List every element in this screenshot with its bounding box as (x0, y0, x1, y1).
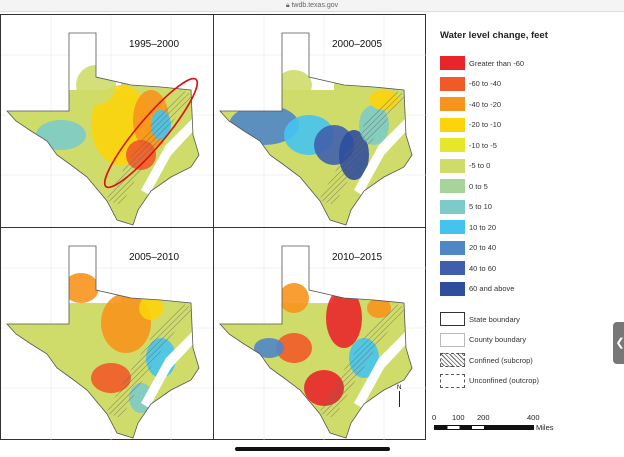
legend-symbol-item: State boundary (440, 309, 548, 330)
legend-item: 20 to 40 (440, 238, 548, 259)
legend-label: -10 to -5 (469, 140, 497, 150)
legend-item: Greater than -60 (440, 53, 548, 74)
legend-swatch (440, 138, 465, 153)
legend-symbol-item: Unconfined (outcrop) (440, 371, 548, 392)
legend-symbol (440, 332, 465, 347)
side-panel-toggle[interactable]: ❮ (613, 322, 624, 364)
map-panel-2005-2010: 2005–2010 (1, 228, 213, 440)
legend-title: Water level change, feet (440, 30, 548, 41)
confined-zone (319, 303, 406, 418)
legend-item: -60 to -40 (440, 74, 548, 95)
legend-swatch (440, 56, 465, 71)
map-panel-2010-2015: 2010–2015 (214, 228, 426, 440)
texas-map (1, 15, 213, 227)
legend-label: -20 to -10 (469, 120, 502, 130)
water-change-area (63, 273, 99, 303)
texas-map (1, 228, 213, 440)
legend-swatch (440, 199, 465, 214)
legend-label: 5 to 10 (469, 202, 492, 212)
browser-url-bar[interactable]: 🔒︎ twdb.texas.gov (0, 0, 624, 12)
legend-swatch (440, 261, 465, 276)
legend-label: 10 to 20 (469, 222, 497, 232)
legend-item: 10 to 20 (440, 217, 548, 238)
legend-symbol (440, 373, 465, 388)
legend-symbol (440, 353, 465, 368)
panel-label: 2005–2010 (129, 252, 180, 263)
legend-item: 5 to 10 (440, 197, 548, 218)
panel-label: 1995–2000 (129, 39, 180, 50)
legend-label: 0 to 5 (469, 181, 488, 191)
legend-label: County boundary (469, 335, 527, 345)
legend-symbol-item: Confined (subcrop) (440, 350, 548, 371)
legend-swatch (440, 220, 465, 235)
legend-swatch (440, 97, 465, 112)
lock-icon: 🔒︎ (285, 2, 292, 9)
water-change-area (91, 363, 131, 393)
water-change-area (254, 338, 284, 358)
legend-item: -20 to -10 (440, 115, 548, 136)
legend-swatch (440, 179, 465, 194)
home-indicator[interactable] (235, 447, 390, 451)
water-change-area (367, 298, 391, 318)
legend-item: 0 to 5 (440, 176, 548, 197)
map-panel-1995-2000: 1995–2000 (1, 15, 213, 227)
url-text: twdb.texas.gov (291, 2, 339, 9)
legend-swatch (440, 281, 465, 296)
legend-label: -40 to -20 (469, 99, 502, 109)
water-change-area (276, 333, 312, 363)
legend-symbol-item: County boundary (440, 330, 548, 351)
legend: Water level change, feet Greater than -6… (440, 30, 548, 391)
legend-item: -40 to -20 (440, 94, 548, 115)
legend-item: 60 and above (440, 279, 548, 300)
water-change-area (49, 323, 93, 353)
legend-label: 60 and above (469, 284, 515, 294)
texas-map (214, 15, 426, 227)
legend-item: 40 to 60 (440, 258, 548, 279)
legend-label: -60 to -40 (469, 79, 502, 89)
legend-label: State boundary (469, 314, 520, 324)
map-figure: 1995–2000 2000–2005 2005–2010 2010–2015 … (0, 14, 426, 440)
map-panel-2000-2005: 2000–2005 (214, 15, 426, 227)
legend-symbol (440, 312, 465, 327)
water-change-area (326, 288, 362, 348)
panel-label: 2000–2005 (332, 39, 383, 50)
legend-swatch (440, 117, 465, 132)
panel-label: 2010–2015 (332, 252, 383, 263)
confined-zone (319, 90, 406, 205)
scale-bar: 0 100 200 400 Miles (432, 413, 554, 432)
legend-item: -5 to 0 (440, 156, 548, 177)
confined-zone (106, 303, 193, 418)
legend-swatch (440, 240, 465, 255)
highlight-annotation (103, 77, 199, 189)
legend-swatch (440, 158, 465, 173)
water-change-area (276, 70, 312, 100)
legend-item: -10 to -5 (440, 135, 548, 156)
texas-map (214, 228, 426, 440)
legend-label: Greater than -60 (469, 58, 525, 68)
legend-swatch (440, 76, 465, 91)
legend-label: Unconfined (outcrop) (469, 376, 540, 386)
legend-label: Confined (subcrop) (469, 355, 533, 365)
north-arrow: N (397, 385, 401, 407)
water-change-area (101, 293, 151, 353)
legend-label: 20 to 40 (469, 243, 497, 253)
water-change-area (139, 296, 163, 320)
water-change-area (279, 283, 309, 313)
legend-label: -5 to 0 (469, 161, 491, 171)
legend-label: 40 to 60 (469, 263, 497, 273)
water-change-area (36, 120, 86, 150)
